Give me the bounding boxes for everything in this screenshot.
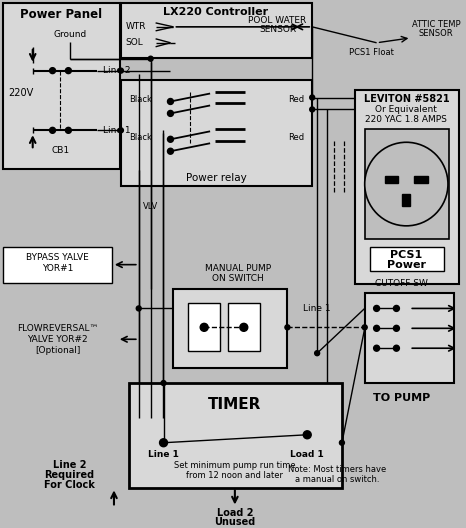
Text: SOL: SOL xyxy=(126,39,144,48)
Text: Set minimum pump run time: Set minimum pump run time xyxy=(174,461,296,470)
Text: PCS1: PCS1 xyxy=(390,250,423,260)
Text: Load 1: Load 1 xyxy=(290,450,324,459)
Circle shape xyxy=(200,323,208,331)
Text: from 12 noon and later: from 12 noon and later xyxy=(186,471,283,480)
Circle shape xyxy=(374,305,380,312)
Text: VLV: VLV xyxy=(143,202,158,211)
Circle shape xyxy=(136,306,141,311)
Circle shape xyxy=(167,99,173,105)
Text: ATTIC TEMP: ATTIC TEMP xyxy=(412,21,460,30)
Circle shape xyxy=(303,431,311,439)
Bar xyxy=(173,288,288,368)
Circle shape xyxy=(393,305,399,312)
Text: Required: Required xyxy=(44,469,95,479)
Text: Power: Power xyxy=(387,260,426,270)
Bar xyxy=(3,3,120,169)
Bar xyxy=(355,90,459,284)
Text: Line 2: Line 2 xyxy=(103,66,130,75)
Bar xyxy=(129,383,342,487)
Bar xyxy=(365,129,449,239)
Text: PCS1 Float: PCS1 Float xyxy=(349,48,394,57)
Text: CB1: CB1 xyxy=(51,146,69,155)
Text: Black: Black xyxy=(129,95,152,104)
Text: Line 1: Line 1 xyxy=(148,450,179,459)
Circle shape xyxy=(49,68,55,73)
Text: BYPASS YALVE: BYPASS YALVE xyxy=(26,253,89,262)
Text: Line 1: Line 1 xyxy=(103,126,130,135)
Bar xyxy=(188,304,220,351)
Circle shape xyxy=(167,136,173,142)
Text: TIMER: TIMER xyxy=(208,398,261,412)
Bar xyxy=(121,80,312,186)
Circle shape xyxy=(65,68,71,73)
Circle shape xyxy=(365,142,448,226)
Text: Red: Red xyxy=(288,133,304,142)
Circle shape xyxy=(374,325,380,331)
Circle shape xyxy=(161,381,166,385)
Bar xyxy=(365,294,454,383)
Circle shape xyxy=(118,128,123,133)
Text: Black: Black xyxy=(129,133,152,142)
Circle shape xyxy=(167,110,173,116)
Text: WTR: WTR xyxy=(126,22,146,31)
Text: Unused: Unused xyxy=(214,517,255,527)
Text: SENSOR: SENSOR xyxy=(259,25,296,34)
Circle shape xyxy=(167,148,173,154)
Text: 220 YAC 1.8 AMPS: 220 YAC 1.8 AMPS xyxy=(365,115,447,124)
Text: Ground: Ground xyxy=(54,30,87,39)
Text: Note: Most timers have: Note: Most timers have xyxy=(288,465,386,474)
Circle shape xyxy=(285,325,290,330)
Text: LX220 Controller: LX220 Controller xyxy=(164,7,268,17)
Bar xyxy=(121,3,312,58)
Bar xyxy=(384,176,398,183)
Text: MANUAL PUMP: MANUAL PUMP xyxy=(205,264,271,273)
Circle shape xyxy=(310,95,315,100)
Text: YALVE YOR#2: YALVE YOR#2 xyxy=(27,335,88,344)
Text: 220V: 220V xyxy=(8,88,34,98)
Bar xyxy=(3,247,112,282)
Text: Power relay: Power relay xyxy=(185,173,247,183)
Text: ON SWITCH: ON SWITCH xyxy=(212,274,264,283)
Bar xyxy=(370,247,444,271)
Circle shape xyxy=(393,345,399,351)
Circle shape xyxy=(49,127,55,133)
Text: SENSOR: SENSOR xyxy=(419,30,453,39)
Text: POOL WATER: POOL WATER xyxy=(248,16,307,25)
Text: [Optional]: [Optional] xyxy=(35,346,80,355)
Text: Line 1: Line 1 xyxy=(303,304,331,313)
Text: For Clock: For Clock xyxy=(44,479,95,489)
Circle shape xyxy=(315,351,320,356)
Text: LEVITON #5821: LEVITON #5821 xyxy=(363,95,449,105)
Text: a manual on switch.: a manual on switch. xyxy=(295,475,379,484)
Text: FLOWREVERSAL™: FLOWREVERSAL™ xyxy=(17,324,98,333)
Bar xyxy=(402,194,410,206)
Text: Load 2: Load 2 xyxy=(217,508,253,518)
Text: Line 2: Line 2 xyxy=(53,459,86,469)
Bar xyxy=(414,176,428,183)
Circle shape xyxy=(159,439,167,447)
Text: YOR#1: YOR#1 xyxy=(42,264,73,273)
Circle shape xyxy=(65,127,71,133)
Circle shape xyxy=(310,107,315,112)
Text: Red: Red xyxy=(288,95,304,104)
Bar xyxy=(228,304,260,351)
Circle shape xyxy=(118,68,123,73)
Circle shape xyxy=(240,323,248,331)
Circle shape xyxy=(374,345,380,351)
Circle shape xyxy=(148,56,153,61)
Text: Or Equivalent: Or Equivalent xyxy=(376,105,437,114)
Text: Power Panel: Power Panel xyxy=(21,8,103,22)
Circle shape xyxy=(393,325,399,331)
Text: TO PUMP: TO PUMP xyxy=(373,393,430,403)
Text: CUTOFF SW: CUTOFF SW xyxy=(375,279,428,288)
Circle shape xyxy=(362,325,367,330)
Circle shape xyxy=(339,440,344,445)
